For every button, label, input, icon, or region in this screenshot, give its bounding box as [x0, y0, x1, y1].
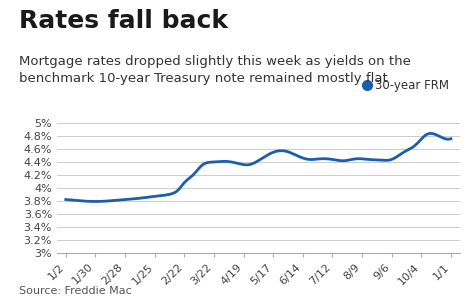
Legend: 30-year FRM: 30-year FRM	[360, 75, 454, 97]
Text: Rates fall back: Rates fall back	[19, 9, 228, 33]
Text: Source: Freddie Mac: Source: Freddie Mac	[19, 286, 132, 296]
Text: Mortgage rates dropped slightly this week as yields on the
benchmark 10-year Tre: Mortgage rates dropped slightly this wee…	[19, 55, 411, 85]
